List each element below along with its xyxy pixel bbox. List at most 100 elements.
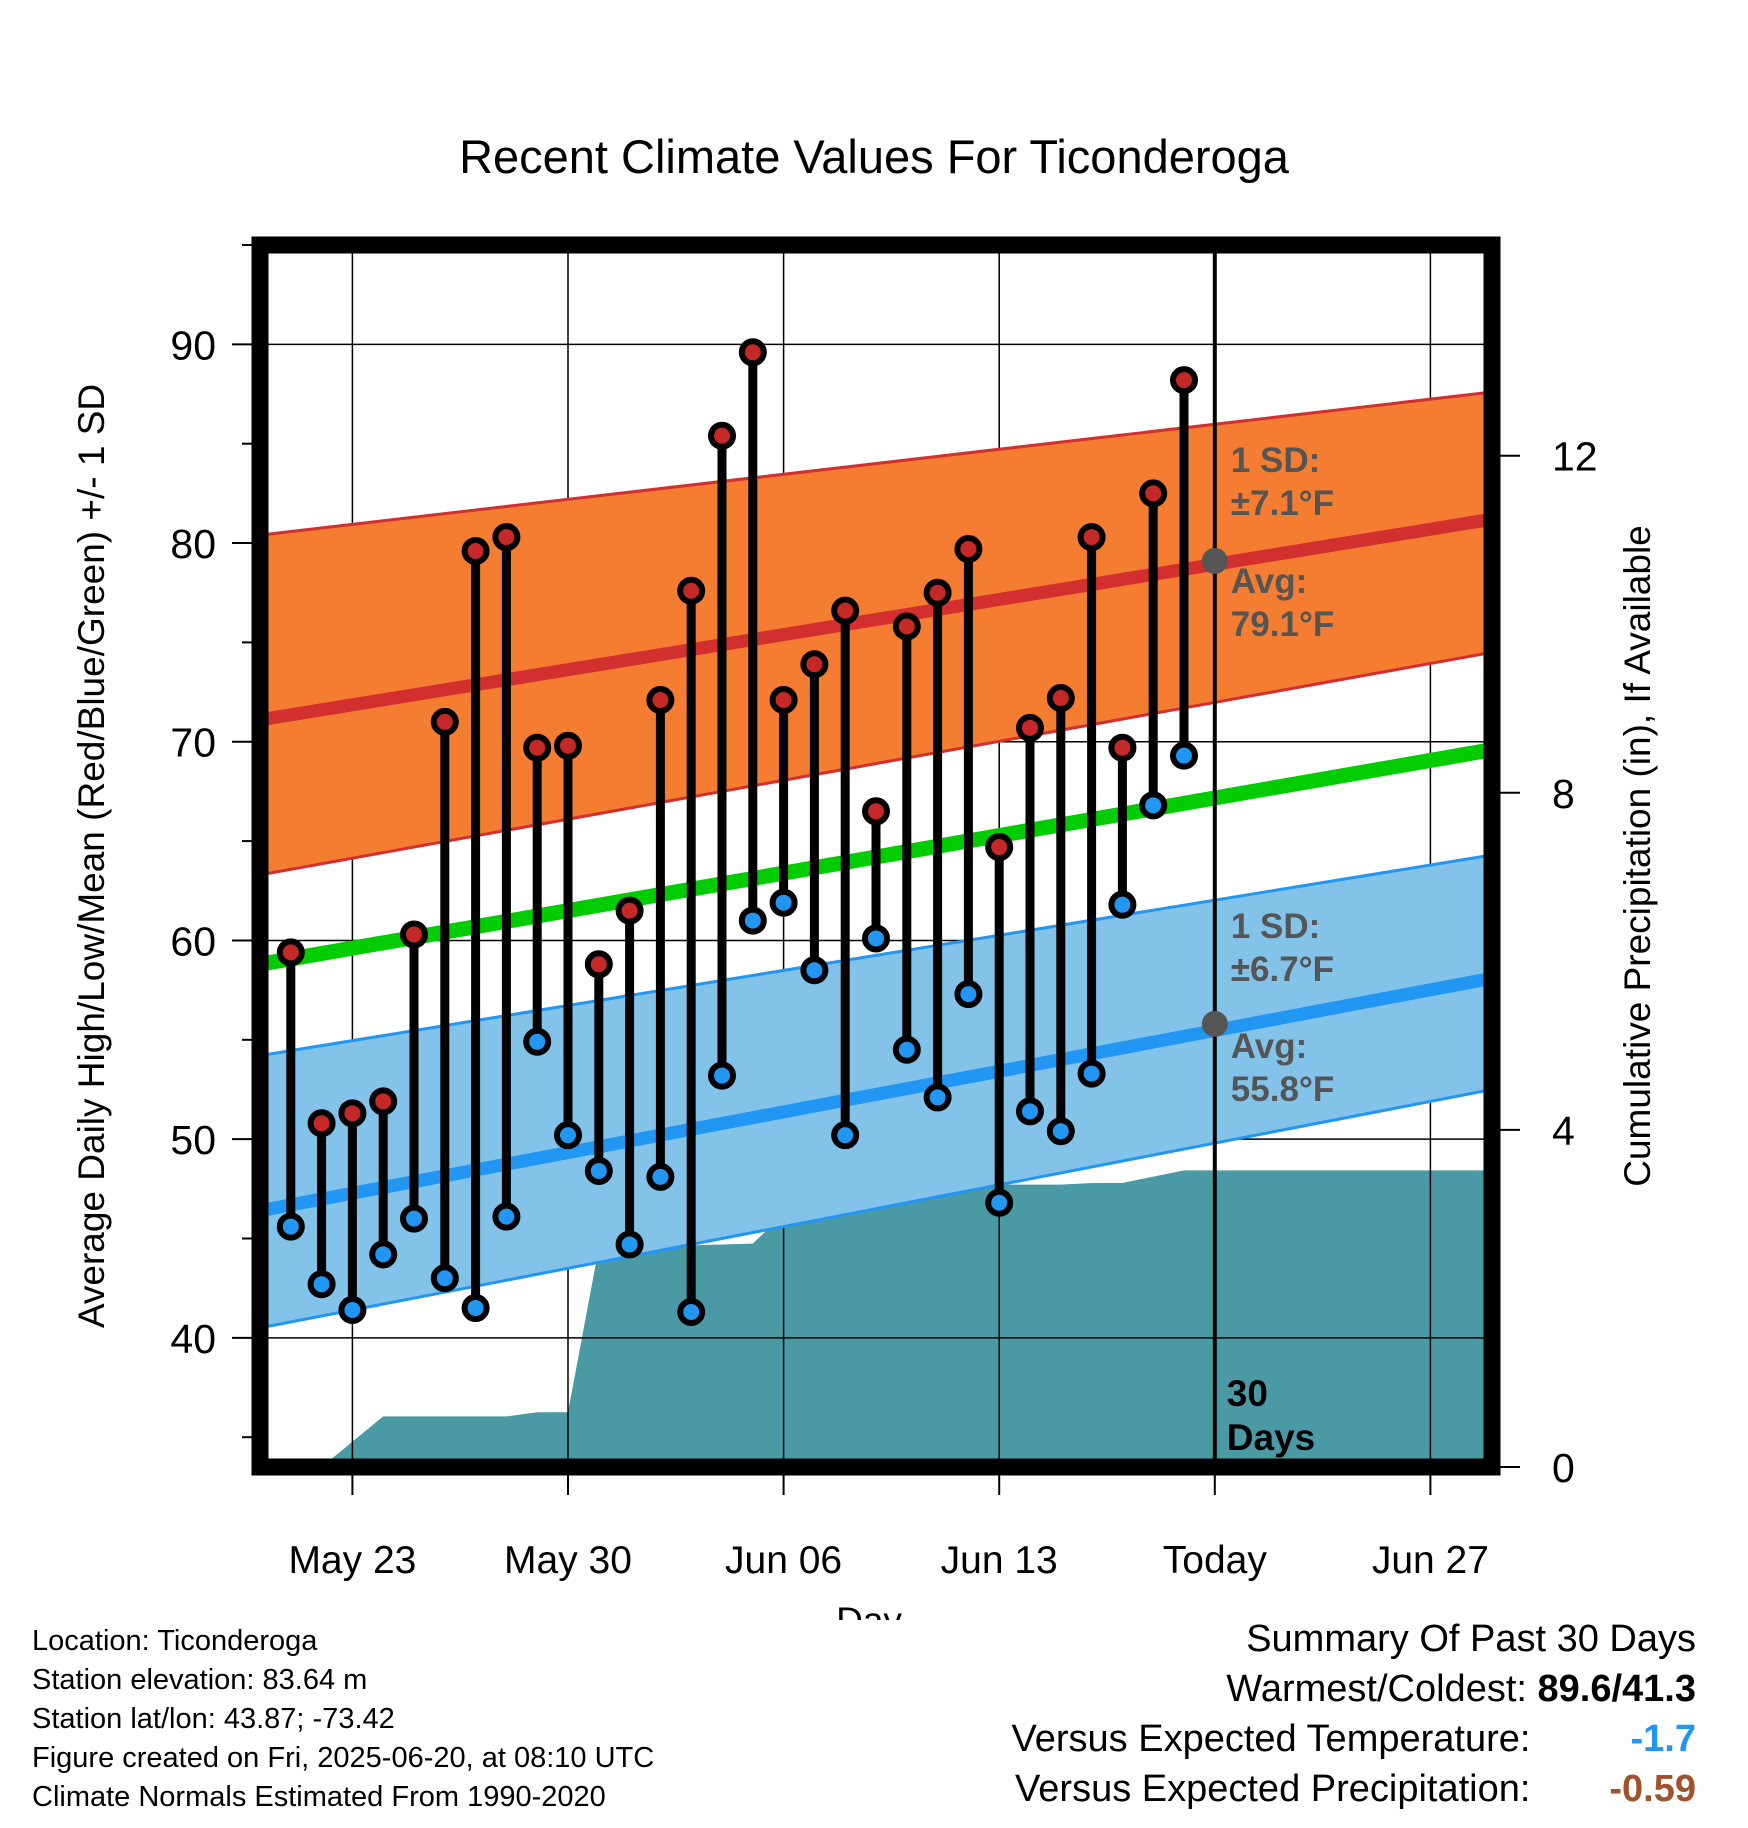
high-point xyxy=(892,612,921,641)
location-text: Location: Ticonderoga xyxy=(32,1625,318,1657)
station-info: Location: Ticonderoga Station elevation:… xyxy=(32,1622,654,1817)
high-avg-annotation: Avg: 79.1°F xyxy=(1231,562,1335,644)
low-point xyxy=(461,1294,490,1323)
low-point xyxy=(1077,1059,1106,1088)
high-sd-upper-line xyxy=(260,390,1492,537)
y-tick-label: 80 xyxy=(170,521,216,567)
low-point xyxy=(738,906,767,935)
low-point xyxy=(1139,791,1168,820)
temp-label: Versus Expected Temperature: xyxy=(1011,1718,1531,1760)
high-point xyxy=(708,421,736,450)
low-point xyxy=(1108,890,1137,919)
high-point xyxy=(1077,523,1106,552)
low-point xyxy=(523,1027,552,1056)
y2-tick-label: 4 xyxy=(1552,1108,1575,1154)
summary-panel: Summary Of Past 30 Days Warmest/Coldest:… xyxy=(1012,1614,1696,1814)
y-tick-label: 50 xyxy=(170,1117,216,1163)
x-tick-label: Today xyxy=(1163,1539,1268,1582)
elevation-text: Station elevation: 83.64 m xyxy=(32,1664,368,1696)
y2-tick-label: 8 xyxy=(1552,771,1575,817)
high-point xyxy=(430,707,459,736)
high-point xyxy=(1108,733,1137,762)
low-point xyxy=(892,1035,921,1064)
high-point xyxy=(677,576,706,605)
low-sd-lower-line xyxy=(260,1087,1492,1330)
x-tick-label: May 23 xyxy=(288,1539,416,1582)
low-point xyxy=(800,956,829,985)
y-axis-label: Average Daily High/Low/Mean (Red/Blue/Gr… xyxy=(71,384,112,1328)
low-sd-upper-line xyxy=(260,853,1492,1058)
climate-chart: Recent Climate Values For Ticonderoga 30… xyxy=(71,130,1658,1620)
x-axis-label: Day xyxy=(836,1600,902,1620)
low-point xyxy=(677,1298,706,1327)
y-tick-label: 70 xyxy=(170,720,216,766)
high-avg-marker xyxy=(1201,547,1228,574)
warmest-label: Warmest/Coldest: xyxy=(1226,1668,1527,1710)
high-point xyxy=(338,1099,367,1128)
high-point xyxy=(862,797,890,826)
precip-value: -0.59 xyxy=(1609,1768,1696,1810)
low-point xyxy=(400,1204,428,1233)
low-point xyxy=(554,1121,582,1150)
high-point xyxy=(584,950,613,979)
low-sd-annotation: 1 SD: ±6.7°F xyxy=(1231,907,1334,989)
high-point xyxy=(831,596,860,625)
high-point xyxy=(1139,479,1168,508)
low-normal-line xyxy=(260,971,1492,1218)
low-avg-marker xyxy=(1201,1010,1228,1037)
summary-warmest-row: Warmest/Coldest: 89.6/41.3 xyxy=(1012,1664,1696,1714)
high-point xyxy=(1170,366,1198,395)
high-point xyxy=(492,523,521,552)
high-point xyxy=(554,731,582,760)
summary-temp-row: Versus Expected Temperature: -1.7 xyxy=(1012,1714,1696,1764)
low-point xyxy=(276,1212,305,1241)
low-point xyxy=(584,1156,613,1185)
latlon-text: Station lat/lon: 43.87; -73.42 xyxy=(32,1703,395,1735)
summary-title: Summary Of Past 30 Days xyxy=(1246,1618,1696,1660)
high-point xyxy=(800,650,829,679)
low-point xyxy=(769,888,798,917)
high-point xyxy=(461,536,490,565)
low-avg-annotation: Avg: 55.8°F xyxy=(1231,1027,1335,1109)
high-point xyxy=(307,1109,336,1138)
low-point xyxy=(1016,1097,1044,1126)
precip-area xyxy=(321,1170,1492,1467)
created-text: Figure created on Fri, 2025-06-20, at 08… xyxy=(32,1742,655,1774)
high-point xyxy=(1046,684,1075,713)
x-tick-label: Jun 13 xyxy=(941,1539,1058,1582)
today-days-label: 30 Days xyxy=(1227,1373,1315,1458)
chart-title: Recent Climate Values For Ticonderoga xyxy=(459,130,1290,183)
plot-frame xyxy=(251,236,1501,1476)
low-point xyxy=(369,1240,398,1269)
x-tick-label: May 30 xyxy=(504,1539,632,1582)
normals-text: Climate Normals Estimated From 1990-2020 xyxy=(32,1781,606,1813)
low-point xyxy=(338,1296,367,1325)
precipitation-area xyxy=(321,1170,1492,1467)
low-point xyxy=(492,1202,521,1231)
high-point xyxy=(369,1087,398,1116)
high-point xyxy=(1016,713,1044,742)
x-tick-label: Jun 06 xyxy=(725,1539,842,1582)
y-tick-label: 90 xyxy=(170,322,216,368)
low-point xyxy=(615,1230,644,1259)
normal-annotations: 1 SD: ±7.1°F Avg: 79.1°F 1 SD: ±6.7°F Avg: 55.8… xyxy=(1201,441,1335,1109)
high-point xyxy=(769,686,798,715)
high-normal-line xyxy=(260,512,1492,727)
y2-tick-label: 12 xyxy=(1552,434,1598,480)
high-point xyxy=(646,686,675,715)
low-point xyxy=(862,924,890,953)
low-point xyxy=(708,1061,736,1090)
daily-points xyxy=(276,338,1198,1327)
low-point xyxy=(1046,1117,1075,1146)
x-tick-label: Jun 27 xyxy=(1372,1539,1489,1582)
y-tick-label: 60 xyxy=(170,918,216,964)
daily-range-stems xyxy=(286,352,1189,1313)
precip-label: Versus Expected Precipitation: xyxy=(1015,1768,1531,1810)
y-tick-label: 40 xyxy=(170,1316,216,1362)
high-point xyxy=(523,733,552,762)
high-point xyxy=(615,896,644,925)
high-point xyxy=(954,535,983,564)
low-point xyxy=(954,980,983,1009)
low-point xyxy=(646,1162,675,1191)
high-point xyxy=(276,938,305,967)
